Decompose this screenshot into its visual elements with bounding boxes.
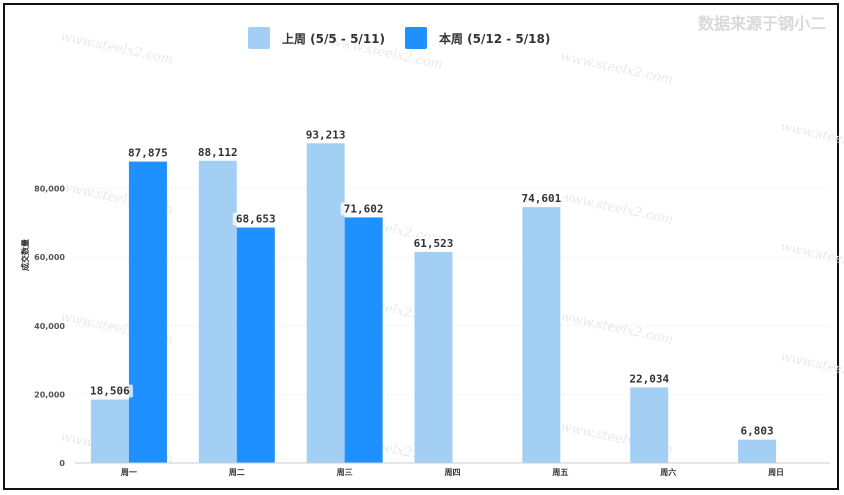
data-label: 87,875: [128, 147, 168, 160]
data-label-bg: [302, 128, 349, 142]
data-label-bg: [737, 424, 777, 438]
y-tick-label: 80,000: [34, 185, 65, 194]
legend-item-last-week[interactable]: 上周 (5/5 - 5/11): [248, 27, 385, 49]
data-label-bg: [410, 236, 457, 250]
data-label: 71,602: [344, 202, 384, 215]
y-tick-label: 0: [59, 459, 65, 468]
x-tick-label: 周五: [552, 468, 568, 477]
bar-last-week[interactable]: [306, 143, 345, 463]
data-label-bg: [626, 372, 673, 386]
bar-last-week[interactable]: [522, 207, 561, 463]
x-tick-label: 周六: [660, 467, 676, 477]
bar-last-week[interactable]: [738, 439, 777, 463]
watermark-text: www.steelx2.com: [559, 189, 674, 227]
legend-item-this-week[interactable]: 本周 (5/12 - 5/18): [405, 27, 550, 49]
data-label-bg: [124, 146, 171, 160]
data-label: 88,112: [198, 146, 238, 159]
bar-this-week[interactable]: [344, 217, 383, 463]
data-label-bg: [340, 202, 387, 216]
watermark-text: www.steelx2.com: [779, 349, 844, 387]
data-label: 93,213: [306, 128, 346, 141]
x-tick-label: 周二: [229, 468, 245, 477]
watermark-text: www.steelx2.com: [559, 309, 674, 347]
data-label: 74,601: [521, 192, 561, 205]
legend-swatch-last-week: [248, 27, 270, 49]
watermark-text: www.steelx2.com: [59, 29, 174, 67]
data-labels-layer: 18,506 87,875 88,112 68,653 93,213 71,602 61,5…: [86, 128, 777, 438]
x-tick-label: 周日: [768, 468, 784, 477]
legend-label-this-week: 本周 (5/12 - 5/18): [439, 31, 551, 46]
data-label-bg: [518, 192, 565, 206]
data-label-bg: [194, 145, 241, 159]
data-label: 18,506: [90, 385, 130, 398]
watermark-text: www.steelx2.com: [559, 49, 674, 87]
data-label-bg: [232, 212, 279, 226]
data-label: 22,034: [629, 372, 669, 385]
bar-last-week[interactable]: [198, 160, 237, 464]
legend-label-last-week: 上周 (5/5 - 5/11): [282, 31, 385, 46]
bar-last-week[interactable]: [90, 399, 129, 463]
data-label: 68,653: [236, 213, 276, 226]
watermark-text: www.steelx2.com: [779, 239, 844, 277]
y-tick-label: 40,000: [34, 322, 65, 331]
data-label: 61,523: [414, 237, 454, 250]
y-tick-label: 60,000: [34, 253, 65, 262]
data-label: 6,803: [741, 425, 774, 438]
y-tick-label: 20,000: [34, 390, 65, 399]
bars-layer: [90, 143, 777, 464]
bar-last-week[interactable]: [414, 251, 453, 463]
data-label-bg: [86, 384, 133, 398]
legend-swatch-this-week: [405, 27, 427, 49]
x-tick-label: 周四: [445, 468, 461, 477]
watermark-text: www.steelx2.com: [779, 119, 844, 157]
legend: 上周 (5/5 - 5/11) 本周 (5/12 - 5/18): [248, 27, 570, 49]
x-tick-label: 周一: [121, 468, 137, 477]
x-tick-label: 周三: [337, 468, 353, 477]
bar-this-week[interactable]: [236, 227, 275, 463]
bar-last-week[interactable]: [630, 387, 669, 463]
y-axis-label: 成交数量: [20, 239, 30, 271]
source-note: 数据来源于钢小二: [697, 14, 826, 33]
bar-this-week[interactable]: [128, 161, 167, 463]
